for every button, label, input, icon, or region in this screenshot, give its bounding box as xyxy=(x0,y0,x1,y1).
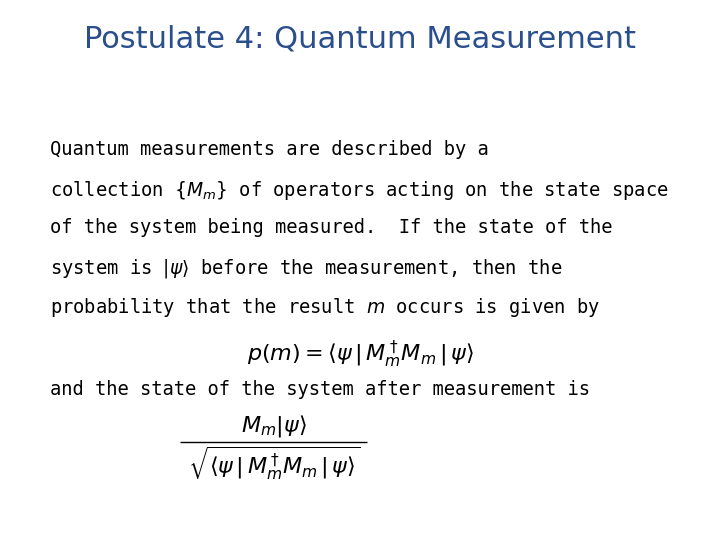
Text: probability that the result $m$ occurs is given by: probability that the result $m$ occurs i… xyxy=(50,296,600,319)
Text: $p(m) = \langle\psi\,|\,M_m^\dagger M_m\,|\,\psi\rangle$: $p(m) = \langle\psi\,|\,M_m^\dagger M_m\… xyxy=(246,339,474,370)
Text: Postulate 4: Quantum Measurement: Postulate 4: Quantum Measurement xyxy=(84,24,636,53)
Text: $\sqrt{\langle\psi\,|\,M_m^\dagger M_m\,|\,\psi\rangle}$: $\sqrt{\langle\psi\,|\,M_m^\dagger M_m\,… xyxy=(187,444,360,482)
Text: $M_m|\psi\rangle$: $M_m|\psi\rangle$ xyxy=(240,413,307,438)
Text: and the state of the system after measurement is: and the state of the system after measur… xyxy=(50,380,590,399)
Text: system is $|\psi\rangle$ before the measurement, then the: system is $|\psi\rangle$ before the meas… xyxy=(50,257,563,280)
Text: of the system being measured.  If the state of the: of the system being measured. If the sta… xyxy=(50,218,613,237)
Text: Quantum measurements are described by a: Quantum measurements are described by a xyxy=(50,140,489,159)
Text: collection $\{M_m\}$ of operators acting on the state space: collection $\{M_m\}$ of operators acting… xyxy=(50,179,669,202)
